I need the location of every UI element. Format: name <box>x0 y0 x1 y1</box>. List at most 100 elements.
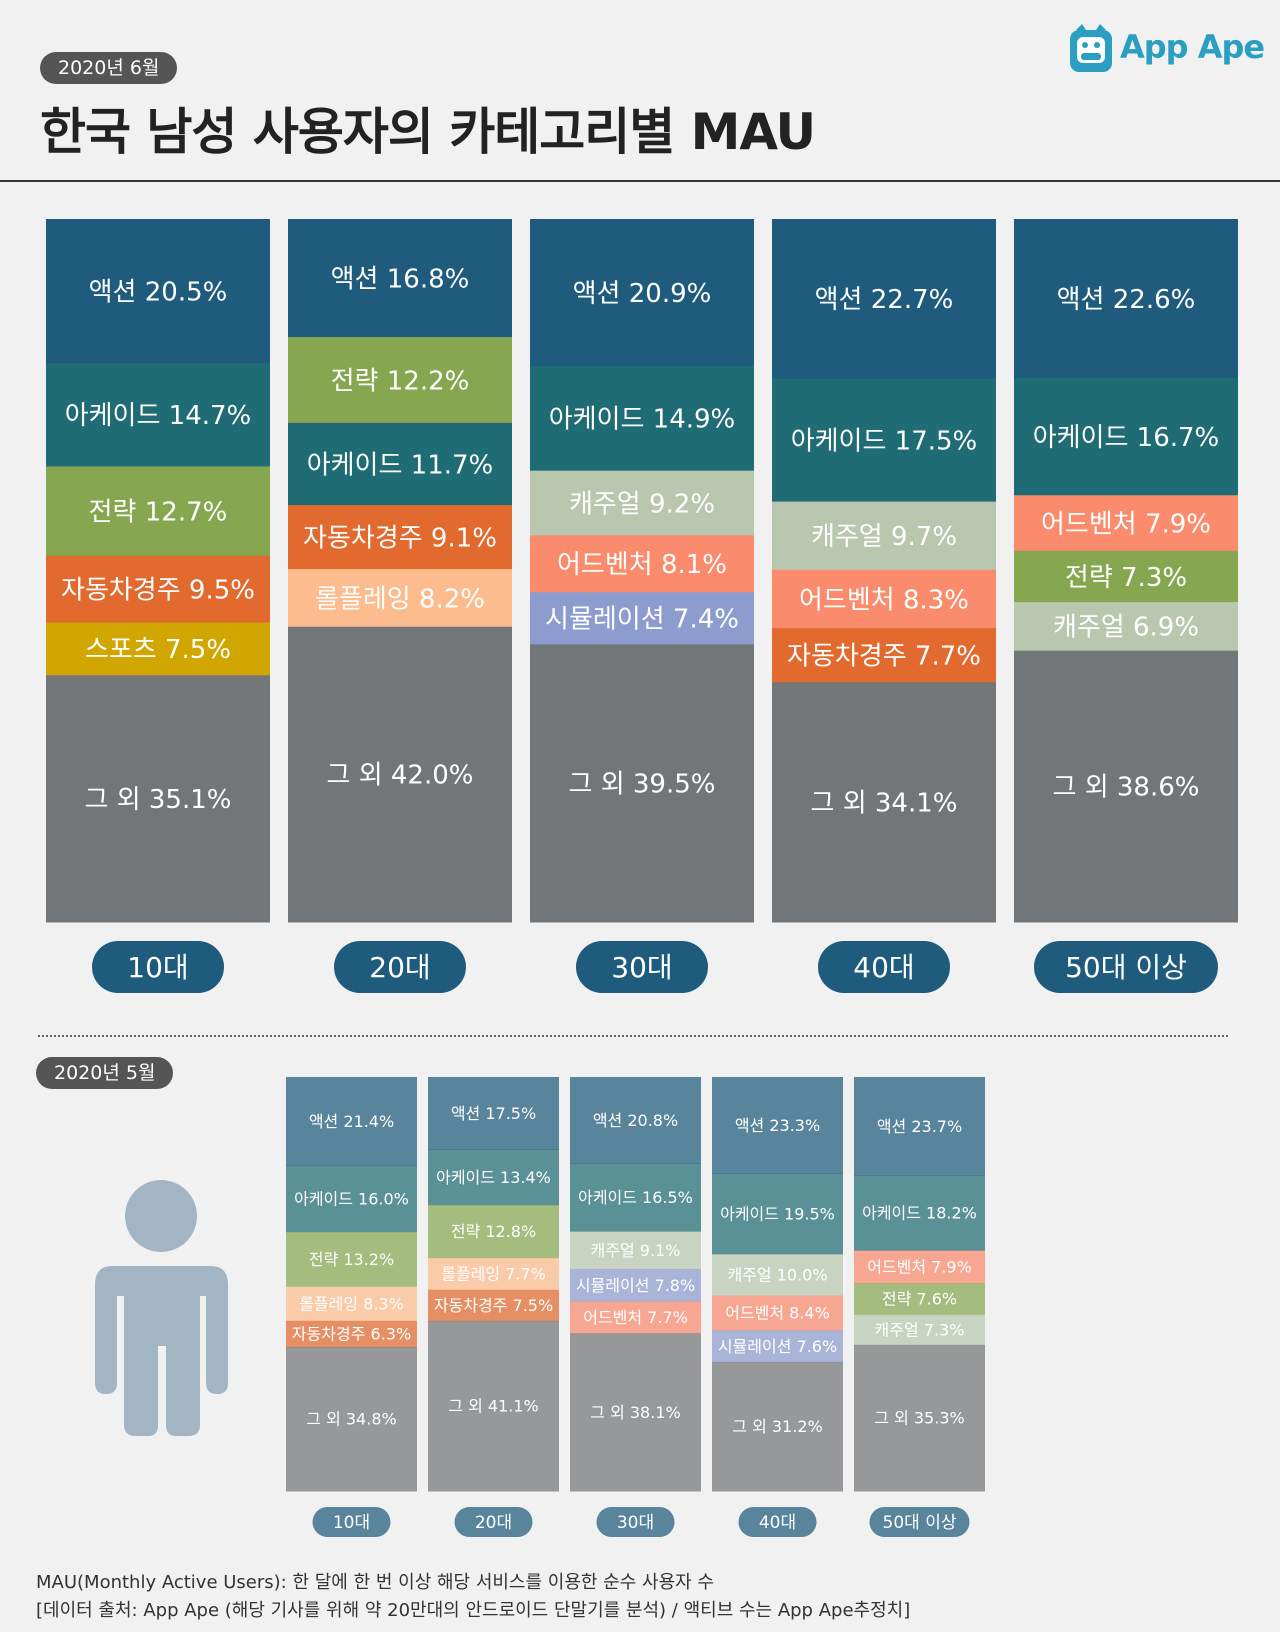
segment-label: 롤플레잉 7.7% <box>441 1265 546 1284</box>
segment-전략 <box>1014 550 1238 603</box>
segment-그-외 <box>1014 650 1238 923</box>
segment-그-외 <box>428 1320 559 1492</box>
segment-label: 자동차경주 7.7% <box>787 642 981 672</box>
segment-label: 어드벤처 7.9% <box>1041 509 1211 539</box>
segment-그-외 <box>570 1333 701 1492</box>
person-body <box>95 1266 228 1436</box>
segment-label: 액션 17.5% <box>451 1104 536 1123</box>
category-pill <box>1034 941 1218 993</box>
segment-label: 자동차경주 9.5% <box>61 575 255 605</box>
segment-label: 어드벤처 8.3% <box>799 585 969 615</box>
category-pill <box>312 1507 391 1537</box>
segment-그-외 <box>46 675 270 923</box>
segment-그-외 <box>286 1346 417 1492</box>
segment-시뮬레이션 <box>570 1269 701 1302</box>
segment-액션 <box>854 1077 985 1176</box>
segment-label: 아케이드 13.4% <box>436 1168 551 1187</box>
segment-전략 <box>854 1283 985 1316</box>
segment-아케이드 <box>46 363 270 467</box>
segment-label: 아케이드 11.7% <box>307 450 494 480</box>
segment-label: 아케이드 16.5% <box>578 1188 693 1207</box>
segment-label: 액션 20.8% <box>593 1111 678 1130</box>
segment-어드벤처 <box>772 569 996 629</box>
segment-label: 스포츠 7.5% <box>85 635 231 665</box>
segment-자동차경주 <box>428 1289 559 1322</box>
segment-label: 그 외 35.1% <box>85 785 232 815</box>
category-pill <box>869 1507 970 1537</box>
segment-label: 액션 20.9% <box>573 279 712 309</box>
segment-아케이드 <box>712 1173 843 1255</box>
ape-face-icon <box>1070 24 1112 72</box>
segment-label: 아케이드 16.7% <box>1033 423 1220 453</box>
bar-20대: 액션 17.5% 아케이드 13.4% 전략 12.8% 롤플레잉 7.7% 자동차경주… <box>428 1077 559 1492</box>
segment-전략 <box>46 466 270 557</box>
category-pill <box>596 1507 675 1537</box>
title-divider <box>0 180 1280 182</box>
segment-label: 액션 20.5% <box>89 277 228 307</box>
bar-10대: 액션 21.4% 아케이드 16.0% 전략 13.2% 롤플레잉 8.3% 자동차경주… <box>286 1077 417 1492</box>
segment-label: 자동차경주 7.5% <box>434 1296 553 1315</box>
segment-label: 아케이드 14.7% <box>65 401 252 431</box>
segment-액션 <box>1014 219 1238 379</box>
segment-아케이드 <box>288 422 512 506</box>
bar-50대-이상: 액션 23.7% 아케이드 18.2% 어드벤처 7.9% 전략 7.6% 캐주얼 7.… <box>854 1077 985 1492</box>
category-pill <box>334 941 466 993</box>
segment-label: 전략 7.6% <box>882 1290 957 1309</box>
segment-자동차경주 <box>772 628 996 683</box>
category-pill <box>738 1507 817 1537</box>
segment-label: 액션 22.6% <box>1057 285 1196 315</box>
segment-그-외 <box>530 644 754 923</box>
segment-전략 <box>288 337 512 424</box>
segment-label: 아케이드 14.9% <box>549 405 736 435</box>
category-label: 50대 이상 <box>883 1513 957 1533</box>
segment-label: 액션 22.7% <box>815 285 954 315</box>
category-label: 40대 <box>759 1513 796 1533</box>
category-pill <box>92 941 224 993</box>
segment-그-외 <box>854 1344 985 1492</box>
segment-액션 <box>712 1077 843 1174</box>
bar-40대: 액션 23.3% 아케이드 19.5% 캐주얼 10.0% 어드벤처 8.4% 시뮬레이… <box>712 1077 843 1492</box>
category-pill <box>818 941 950 993</box>
segment-label: 액션 21.4% <box>309 1112 394 1131</box>
segment-label: 어드벤처 7.9% <box>867 1258 972 1277</box>
segment-label: 아케이드 18.2% <box>862 1204 977 1223</box>
segment-아케이드 <box>1014 377 1238 496</box>
segment-label: 전략 12.7% <box>89 497 228 527</box>
segment-롤플레잉 <box>288 569 512 628</box>
segment-label: 롤플레잉 8.2% <box>315 584 485 614</box>
segment-액션 <box>530 219 754 367</box>
segment-어드벤처 <box>530 535 754 593</box>
category-label: 20대 <box>475 1513 512 1533</box>
segment-그-외 <box>712 1361 843 1492</box>
segment-label: 캐주얼 9.2% <box>569 489 715 519</box>
segment-label: 아케이드 17.5% <box>791 426 978 456</box>
footer-mau-definition: MAU(Monthly Active Users): 한 달에 한 번 이상 해… <box>36 1572 714 1593</box>
segment-label: 그 외 31.2% <box>732 1417 822 1436</box>
segment-label: 그 외 38.1% <box>590 1403 680 1422</box>
category-label: 50대 이상 <box>1065 951 1187 984</box>
segment-label: 캐주얼 9.1% <box>591 1241 681 1260</box>
segment-어드벤처 <box>1014 495 1238 552</box>
segment-액션 <box>286 1077 417 1167</box>
segment-label: 시뮬레이션 7.6% <box>718 1337 837 1356</box>
segment-label: 캐주얼 6.9% <box>1053 613 1199 643</box>
segment-캐주얼 <box>570 1231 701 1270</box>
segment-label: 캐주얼 9.7% <box>811 522 957 552</box>
segment-스포츠 <box>46 622 270 676</box>
segment-label: 어드벤처 8.4% <box>725 1304 830 1323</box>
segment-아케이드 <box>530 365 754 472</box>
chart-june-2020: 액션 20.5% 아케이드 14.7% 전략 12.7% 자동차경주 9.5% 스포츠 … <box>46 219 1238 993</box>
segment-캐주얼 <box>712 1254 843 1297</box>
segment-액션 <box>428 1077 559 1150</box>
segment-시뮬레이션 <box>712 1330 843 1363</box>
segment-캐주얼 <box>1014 602 1238 652</box>
segment-액션 <box>570 1077 701 1164</box>
segment-자동차경주 <box>286 1320 417 1348</box>
segment-label: 어드벤처 8.1% <box>557 550 727 580</box>
segment-label: 아케이드 19.5% <box>720 1205 835 1224</box>
logo-text: App Ape <box>1120 28 1265 66</box>
segment-label: 전략 7.3% <box>1065 563 1187 593</box>
segment-자동차경주 <box>46 555 270 624</box>
segment-시뮬레이션 <box>530 592 754 645</box>
